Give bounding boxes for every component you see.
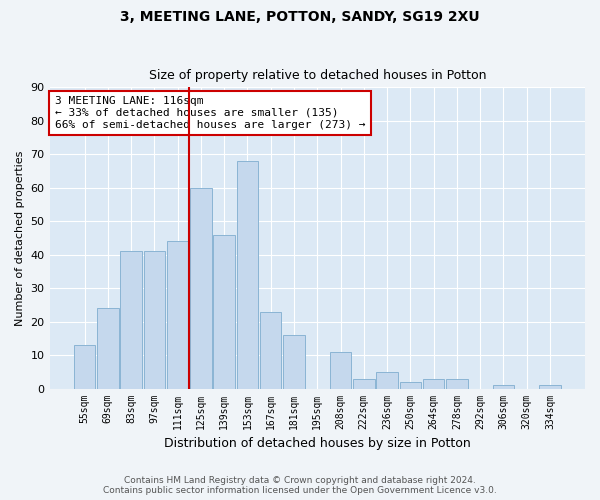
Title: Size of property relative to detached houses in Potton: Size of property relative to detached ho…	[149, 69, 486, 82]
X-axis label: Distribution of detached houses by size in Potton: Distribution of detached houses by size …	[164, 437, 470, 450]
Bar	[376, 372, 398, 388]
Bar	[121, 252, 142, 388]
Bar	[423, 378, 445, 388]
Bar	[143, 252, 165, 388]
Bar	[167, 242, 188, 388]
Bar	[353, 378, 374, 388]
Bar	[493, 385, 514, 388]
Text: 3 MEETING LANE: 116sqm
← 33% of detached houses are smaller (135)
66% of semi-de: 3 MEETING LANE: 116sqm ← 33% of detached…	[55, 96, 365, 130]
Bar	[74, 345, 95, 389]
Bar	[400, 382, 421, 388]
Bar	[190, 188, 212, 388]
Bar	[283, 335, 305, 388]
Bar	[446, 378, 467, 388]
Bar	[97, 308, 119, 388]
Bar	[539, 385, 560, 388]
Bar	[214, 234, 235, 388]
Y-axis label: Number of detached properties: Number of detached properties	[15, 150, 25, 326]
Text: 3, MEETING LANE, POTTON, SANDY, SG19 2XU: 3, MEETING LANE, POTTON, SANDY, SG19 2XU	[120, 10, 480, 24]
Bar	[330, 352, 351, 389]
Bar	[237, 161, 258, 388]
Bar	[260, 312, 281, 388]
Text: Contains HM Land Registry data © Crown copyright and database right 2024.
Contai: Contains HM Land Registry data © Crown c…	[103, 476, 497, 495]
